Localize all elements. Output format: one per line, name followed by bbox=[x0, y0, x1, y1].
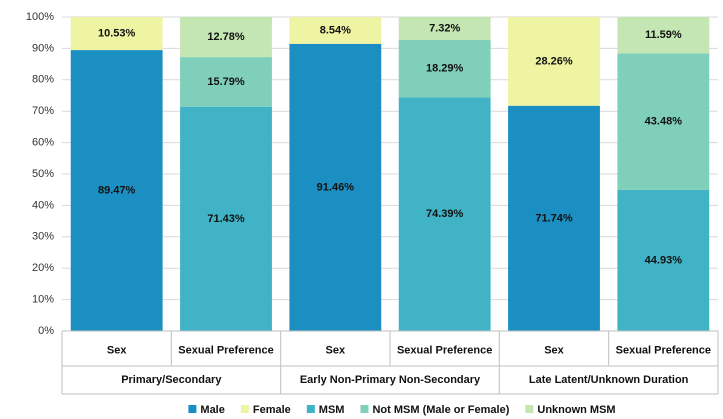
bar-segment bbox=[617, 189, 710, 331]
data-label: 8.54% bbox=[320, 24, 351, 36]
data-label: 71.74% bbox=[535, 212, 573, 224]
x-tick-label: Sexual Preference bbox=[178, 344, 273, 356]
legend-swatch bbox=[240, 405, 249, 413]
data-label: 15.79% bbox=[207, 76, 245, 88]
x-tick-label: Sex bbox=[326, 344, 346, 356]
y-tick-label: 50% bbox=[32, 168, 54, 180]
y-tick-label: 30% bbox=[32, 231, 54, 243]
data-label: 71.43% bbox=[207, 213, 245, 225]
data-label: 74.39% bbox=[426, 208, 464, 220]
legend-label: Not MSM (Male or Female) bbox=[372, 404, 509, 416]
bar-segment bbox=[617, 17, 710, 54]
data-label: 28.26% bbox=[535, 55, 573, 67]
bar-segment bbox=[180, 106, 272, 331]
group-label: Primary/Secondary bbox=[121, 374, 222, 386]
legend-swatch bbox=[360, 405, 369, 413]
y-tick-label: 100% bbox=[26, 11, 54, 23]
x-tick-label: Sex bbox=[544, 344, 564, 356]
data-label: 91.46% bbox=[317, 181, 355, 193]
y-tick-label: 20% bbox=[32, 262, 54, 274]
y-tick-label: 90% bbox=[32, 42, 54, 54]
data-label: 12.78% bbox=[207, 31, 245, 43]
legend-swatch bbox=[525, 405, 534, 413]
data-label: 89.47% bbox=[98, 184, 136, 196]
legend-swatch bbox=[188, 405, 197, 413]
y-tick-label: 60% bbox=[32, 137, 54, 149]
bar-segment bbox=[70, 50, 163, 331]
data-label: 10.53% bbox=[98, 27, 136, 39]
bar-segment bbox=[508, 105, 600, 332]
y-tick-label: 0% bbox=[38, 325, 54, 337]
bar-segment bbox=[180, 57, 272, 107]
y-tick-label: 80% bbox=[32, 74, 54, 86]
y-tick-label: 10% bbox=[32, 294, 54, 306]
legend-label: Male bbox=[200, 404, 224, 416]
bar-segment bbox=[398, 17, 491, 40]
group-label: Late Latent/Unknown Duration bbox=[529, 374, 689, 386]
legend-label: Female bbox=[253, 404, 291, 416]
group-label: Early Non-Primary Non-Secondary bbox=[300, 374, 481, 386]
y-tick-label: 70% bbox=[32, 105, 54, 117]
bar-segment bbox=[70, 17, 163, 51]
legend-label: MSM bbox=[319, 404, 345, 416]
bar-segment bbox=[617, 53, 710, 190]
y-tick-label: 40% bbox=[32, 199, 54, 211]
bar-segment bbox=[180, 17, 272, 58]
data-label: 7.32% bbox=[429, 22, 460, 34]
bar-segment bbox=[398, 97, 491, 331]
data-label: 11.59% bbox=[645, 29, 682, 41]
bar-segment bbox=[289, 43, 382, 331]
x-tick-label: Sex bbox=[107, 344, 127, 356]
bar-segment bbox=[508, 17, 600, 106]
legend-swatch bbox=[306, 405, 315, 413]
legend-label: Unknown MSM bbox=[537, 404, 615, 416]
x-tick-label: Sexual Preference bbox=[397, 344, 492, 356]
bar-segment bbox=[289, 17, 382, 44]
bar-segment bbox=[398, 39, 491, 98]
x-tick-label: Sexual Preference bbox=[616, 344, 711, 356]
data-label: 44.93% bbox=[645, 254, 683, 266]
data-label: 43.48% bbox=[645, 116, 683, 128]
data-label: 18.29% bbox=[426, 63, 464, 75]
